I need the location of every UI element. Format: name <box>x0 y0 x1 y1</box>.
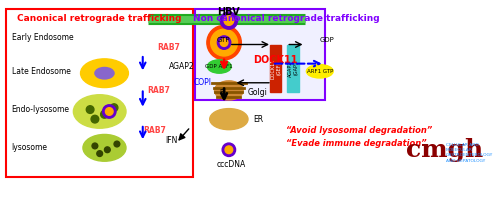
Text: Early Endosome: Early Endosome <box>11 33 73 42</box>
Circle shape <box>91 115 99 123</box>
Text: AGAP2
(GAP): AGAP2 (GAP) <box>287 60 298 77</box>
Ellipse shape <box>95 67 114 79</box>
Text: Late Endosome: Late Endosome <box>11 67 70 76</box>
Ellipse shape <box>73 95 126 128</box>
Text: GDP ARF1: GDP ARF1 <box>206 64 233 69</box>
Circle shape <box>225 146 233 154</box>
Text: cmgh: cmgh <box>406 138 483 162</box>
Text: “Avoid lysosomal degradation”: “Avoid lysosomal degradation” <box>286 126 433 135</box>
Text: AGAP2: AGAP2 <box>169 62 194 71</box>
Circle shape <box>222 143 236 156</box>
FancyBboxPatch shape <box>196 9 324 100</box>
Circle shape <box>86 106 94 113</box>
Text: COPI: COPI <box>194 78 212 87</box>
Text: Endo-lysosome: Endo-lysosome <box>11 105 70 114</box>
Ellipse shape <box>306 65 333 78</box>
Ellipse shape <box>80 59 128 88</box>
Text: RAB7: RAB7 <box>143 126 166 135</box>
Text: IFN: IFN <box>165 136 177 145</box>
Text: DOCK11
(GEF): DOCK11 (GEF) <box>270 58 281 79</box>
Text: ARF1 GTP: ARF1 GTP <box>306 69 333 74</box>
Circle shape <box>114 141 120 147</box>
Ellipse shape <box>210 109 248 130</box>
Circle shape <box>218 36 231 49</box>
FancyBboxPatch shape <box>6 9 193 177</box>
Text: Canonical retrograde trafficking: Canonical retrograde trafficking <box>17 14 182 23</box>
Ellipse shape <box>83 134 126 161</box>
Ellipse shape <box>208 60 231 73</box>
Circle shape <box>220 12 238 29</box>
Text: GTP: GTP <box>217 37 230 43</box>
Circle shape <box>220 39 228 46</box>
Circle shape <box>92 143 98 149</box>
Text: HBV: HBV <box>218 7 240 17</box>
Text: ER: ER <box>253 115 263 124</box>
Circle shape <box>105 108 113 115</box>
Text: Pi: Pi <box>219 89 226 95</box>
FancyArrowPatch shape <box>155 18 291 19</box>
Circle shape <box>211 29 238 56</box>
Text: lysosome: lysosome <box>11 143 48 152</box>
Circle shape <box>97 151 103 156</box>
Text: CELLULAR AND
MOLECULAR
GASTROENTEROLOGY
AND HEPATOLOGY: CELLULAR AND MOLECULAR GASTROENTEROLOGY … <box>446 143 494 163</box>
FancyBboxPatch shape <box>287 45 299 92</box>
Circle shape <box>224 16 234 25</box>
Circle shape <box>207 25 242 60</box>
Text: cccDNA: cccDNA <box>217 160 246 169</box>
Text: RAB7: RAB7 <box>157 43 180 52</box>
Text: Non canonical retrograde trafficking: Non canonical retrograde trafficking <box>193 14 380 23</box>
Ellipse shape <box>215 81 243 100</box>
Circle shape <box>104 147 110 153</box>
Text: Golgi: Golgi <box>248 88 268 97</box>
Text: “Evade immune degradation”: “Evade immune degradation” <box>286 139 427 148</box>
Text: GDP: GDP <box>320 37 334 43</box>
Circle shape <box>103 105 116 118</box>
Text: DOCK11: DOCK11 <box>253 55 297 65</box>
Circle shape <box>101 111 108 118</box>
Circle shape <box>110 104 118 111</box>
FancyBboxPatch shape <box>270 45 281 92</box>
Text: RAB7: RAB7 <box>148 86 171 95</box>
